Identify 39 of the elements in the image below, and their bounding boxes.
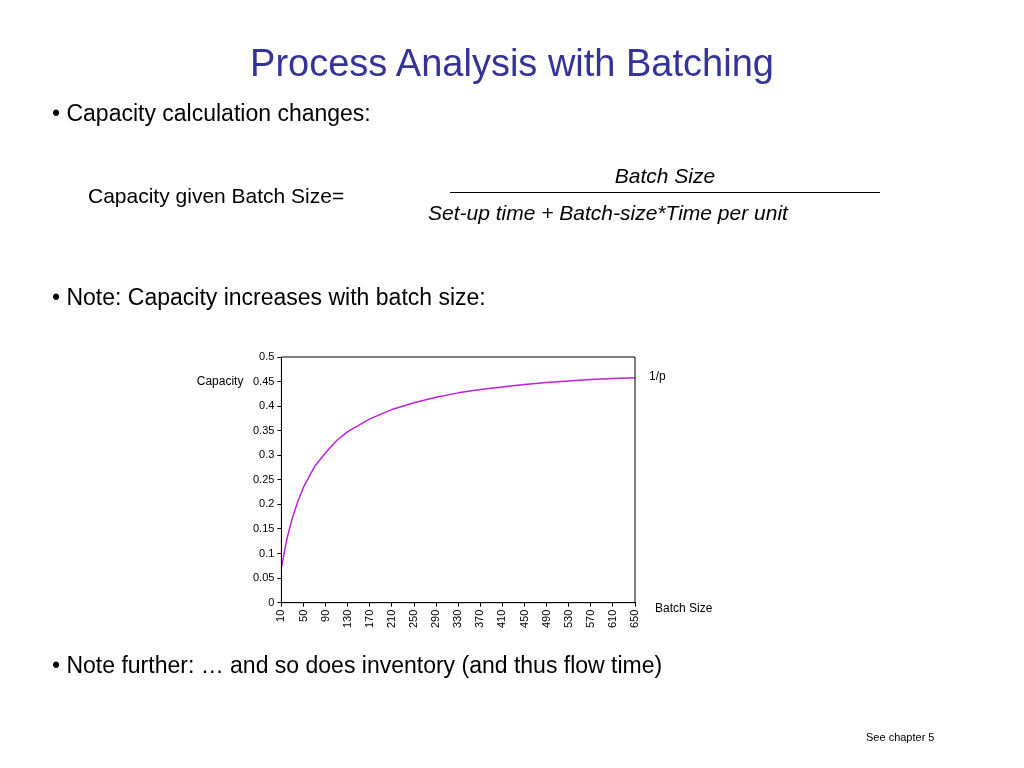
y-tick-label: 0.4 [259,399,275,412]
text: • Capacity calculation changes: [52,100,371,126]
x-tick-label: 610 [605,609,618,629]
chart-title: Process Analysis with Batching [249,42,775,85]
annotation: 1/p [649,368,667,383]
x-tick-label: 570 [583,609,596,629]
x-axis-title: Batch Size [655,600,713,615]
text: See chapter 5 [866,731,935,743]
x-tick-label: 490 [539,609,552,629]
y-tick-label: 0.35 [252,423,275,436]
y-tick-label: 0 [268,595,275,608]
text: • Note further: … and so does inventory (and thus flow time) [52,652,663,678]
x-tick-label: 410 [495,609,508,629]
text: Batch Size [614,164,716,187]
x-tick-label: 330 [451,609,464,629]
x-tick-label: 210 [384,609,397,629]
x-tick-label: 250 [407,609,420,629]
text: Capacity given Batch Size= [88,184,345,207]
x-tick-label: 50 [296,609,309,622]
x-tick-label: 10 [274,609,287,622]
x-tick-label: 530 [561,609,574,629]
y-tick-label: 0.05 [252,571,275,584]
x-tick-label: 130 [340,609,353,629]
x-tick-label: 650 [628,609,641,629]
text: Set-up time + Batch-size*Time per unit [428,201,788,224]
y-tick-label: 0.1 [259,546,275,559]
y-tick-label: 0.45 [252,374,275,387]
y-tick-label: 0.25 [252,472,275,485]
text: • Note: Capacity increases with batch size: [52,284,486,310]
x-tick-label: 370 [473,609,486,629]
x-tick-label: 170 [362,609,375,629]
x-tick-label: 290 [429,609,442,629]
y-tick-label: 0.5 [259,350,275,363]
y-tick-label: 0.15 [252,521,275,534]
x-tick-label: 450 [517,609,530,629]
y-tick-label: 0.2 [259,497,275,510]
x-tick-label: 90 [318,609,331,622]
y-axis-title: Capacity [196,373,244,388]
y-tick-label: 0.3 [259,448,275,461]
